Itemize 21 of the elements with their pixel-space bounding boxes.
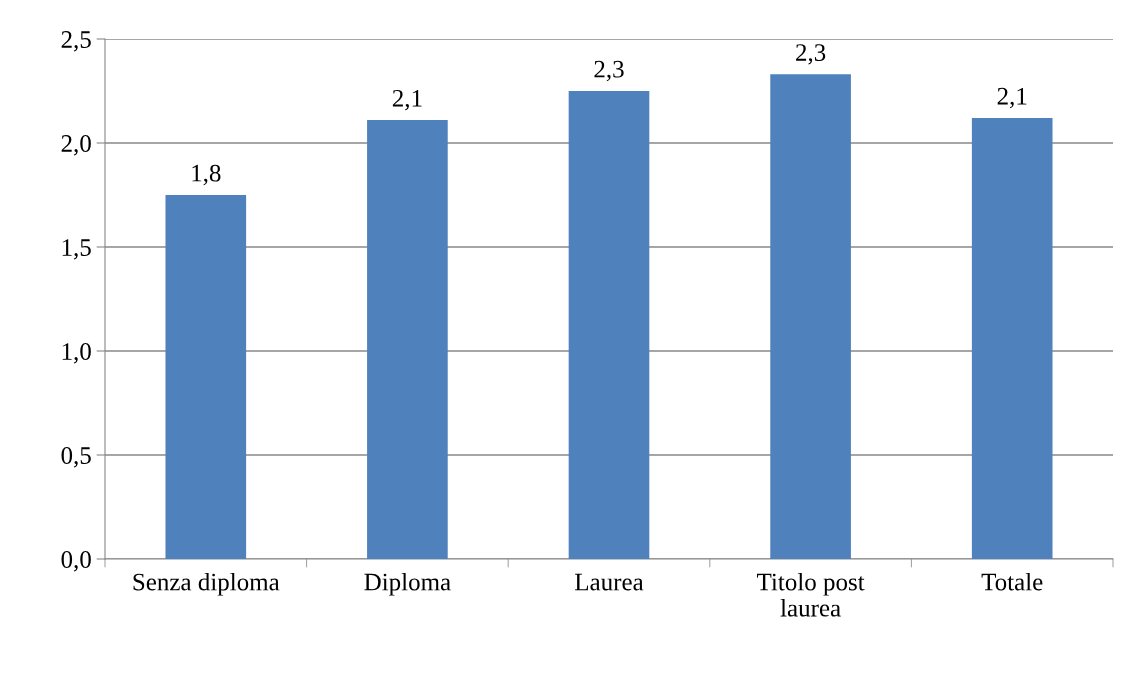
x-tick-label: Laurea <box>575 573 644 591</box>
y-tick-label: 2,5 <box>61 31 91 52</box>
y-tick-label: 0,0 <box>61 551 91 572</box>
bar <box>367 120 448 559</box>
bar <box>770 74 851 559</box>
bar <box>971 118 1053 559</box>
x-tick-label: Diploma <box>364 572 451 596</box>
data-label: 1,8 <box>192 164 221 186</box>
data-label: 2,1 <box>997 87 1027 109</box>
y-tick-label: 0,5 <box>61 447 91 468</box>
bar <box>568 91 650 559</box>
x-tick-label: Titolo post laurea <box>756 572 865 617</box>
x-tick-label: Totale <box>981 572 1043 591</box>
data-label: 2,3 <box>594 60 624 82</box>
data-label: 2,1 <box>392 89 422 111</box>
y-tick-label: 1,0 <box>62 343 91 364</box>
y-tick-label: 1,5 <box>62 239 91 260</box>
x-tick-label: Senza diploma <box>133 572 280 596</box>
bar <box>165 195 247 559</box>
data-label: 2,3 <box>796 44 826 65</box>
y-tick-label: 2,0 <box>61 135 91 156</box>
